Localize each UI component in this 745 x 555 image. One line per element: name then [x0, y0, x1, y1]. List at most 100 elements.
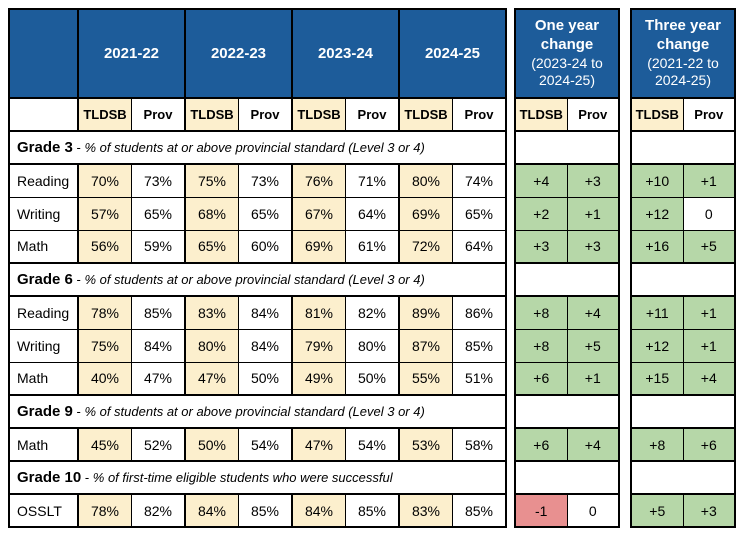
score-cell-prov: 86% [452, 295, 507, 330]
change-row: -1 0 [514, 493, 620, 528]
score-cell-prov: 82% [345, 295, 400, 330]
score-cell-prov: 47% [131, 361, 186, 396]
score-cell-prov: 71% [345, 163, 400, 198]
change-row: +8 +6 [630, 427, 736, 462]
change-cell: +3 [566, 163, 620, 198]
change-title: Three year change [645, 17, 721, 53]
score-cell-prov: 85% [452, 493, 507, 528]
change-cell: +5 [566, 328, 620, 363]
change-cell: +1 [682, 328, 736, 363]
section-title: Grade 3 [17, 139, 73, 156]
score-cell-tldsb: 69% [291, 229, 346, 264]
score-cell-tldsb: 47% [184, 361, 239, 396]
change-cell: +1 [682, 163, 736, 198]
score-cell-prov: 52% [131, 427, 186, 462]
change-row: +12 0 [630, 196, 736, 231]
change-cell: -1 [514, 493, 568, 528]
change-row: +6 +1 [514, 361, 620, 396]
score-cell-prov: 61% [345, 229, 400, 264]
score-cell-prov: 73% [238, 163, 293, 198]
data-row: Writing 57% 65% 68% 65% 67% 64% 69% 65% [8, 196, 507, 231]
change-row: +6 +4 [514, 427, 620, 462]
section-spacer-row [514, 394, 620, 429]
data-row: Reading 78% 85% 83% 84% 81% 82% 89% 86% [8, 295, 507, 330]
score-cell-tldsb: 45% [77, 427, 132, 462]
data-row: Math 40% 47% 47% 50% 49% 50% 55% 51% [8, 361, 507, 396]
score-cell-tldsb: 75% [77, 328, 132, 363]
section-spacer-row [630, 130, 736, 165]
row-label: OSSLT [8, 493, 79, 528]
year-header: 2024-25 [398, 8, 507, 99]
score-cell-prov: 74% [452, 163, 507, 198]
section-spacer-row [514, 262, 620, 297]
change-subtitle: (2021-22 to 2024-25) [647, 54, 719, 89]
score-cell-tldsb: 53% [398, 427, 453, 462]
score-cell-tldsb: 75% [184, 163, 239, 198]
prov-column-header: Prov [566, 97, 620, 132]
year-header: 2023-24 [291, 8, 400, 99]
tldsb-column-header: TLDSB [630, 97, 684, 132]
section-header-row: Grade 6 - % of students at or above prov… [8, 262, 507, 297]
change-cell: +4 [566, 427, 620, 462]
change-cell: +11 [630, 295, 684, 330]
section-description: % of first-time eligible students who we… [92, 470, 393, 485]
section-title: Grade 10 [17, 469, 82, 486]
change-cell: +1 [566, 361, 620, 396]
change-title: One year change [534, 17, 600, 53]
change-cell: +4 [566, 295, 620, 330]
section-spacer-cell [514, 460, 620, 495]
score-cell-prov: 54% [238, 427, 293, 462]
score-cell-tldsb: 57% [77, 196, 132, 231]
tldsb-column-header: TLDSB [184, 97, 239, 132]
change-cell: +2 [514, 196, 568, 231]
row-label: Math [8, 427, 79, 462]
score-cell-tldsb: 67% [291, 196, 346, 231]
data-row: Math 45% 52% 50% 54% 47% 54% 53% 58% [8, 427, 507, 462]
section-spacer-cell [514, 262, 620, 297]
section-spacer-row [630, 394, 736, 429]
change-cell: +3 [566, 229, 620, 264]
change-cell: +4 [514, 163, 568, 198]
year-header: 2022-23 [184, 8, 293, 99]
three-year-change-table: Three year change (2021-22 to 2024-25) TL… [630, 8, 736, 528]
section-spacer-cell [630, 460, 736, 495]
row-label: Writing [8, 328, 79, 363]
score-cell-tldsb: 80% [184, 328, 239, 363]
section-spacer-row [514, 130, 620, 165]
change-cell: 0 [682, 196, 736, 231]
score-cell-prov: 80% [345, 328, 400, 363]
section-dash: - [72, 140, 85, 155]
section-spacer-cell [630, 394, 736, 429]
section-dash: - [81, 470, 93, 485]
change-cell: +8 [630, 427, 684, 462]
score-cell-tldsb: 76% [291, 163, 346, 198]
change-cell: +16 [630, 229, 684, 264]
section-spacer-row [514, 460, 620, 495]
section-description: % of students at or above provincial sta… [84, 404, 425, 419]
score-cell-tldsb: 70% [77, 163, 132, 198]
row-label: Writing [8, 196, 79, 231]
score-cell-tldsb: 84% [184, 493, 239, 528]
score-cell-tldsb: 49% [291, 361, 346, 396]
tldsb-column-header: TLDSB [514, 97, 568, 132]
corner-cell [8, 8, 79, 99]
score-cell-prov: 65% [238, 196, 293, 231]
subheader-row: TLDSB Prov [630, 97, 736, 132]
section-dash: - [72, 404, 85, 419]
change-row: +11 +1 [630, 295, 736, 330]
tldsb-column-header: TLDSB [291, 97, 346, 132]
row-label: Math [8, 229, 79, 264]
prov-column-header: Prov [131, 97, 186, 132]
score-cell-tldsb: 78% [77, 493, 132, 528]
score-cell-tldsb: 81% [291, 295, 346, 330]
score-cell-tldsb: 83% [398, 493, 453, 528]
one-year-change-header: One year change (2023-24 to 2024-25) [514, 8, 620, 99]
score-cell-prov: 50% [345, 361, 400, 396]
tldsb-column-header: TLDSB [398, 97, 453, 132]
change-cell: +12 [630, 328, 684, 363]
change-row: +4 +3 [514, 163, 620, 198]
change-cell: +6 [514, 361, 568, 396]
prov-column-header: Prov [682, 97, 736, 132]
prov-column-header: Prov [238, 97, 293, 132]
score-cell-prov: 60% [238, 229, 293, 264]
